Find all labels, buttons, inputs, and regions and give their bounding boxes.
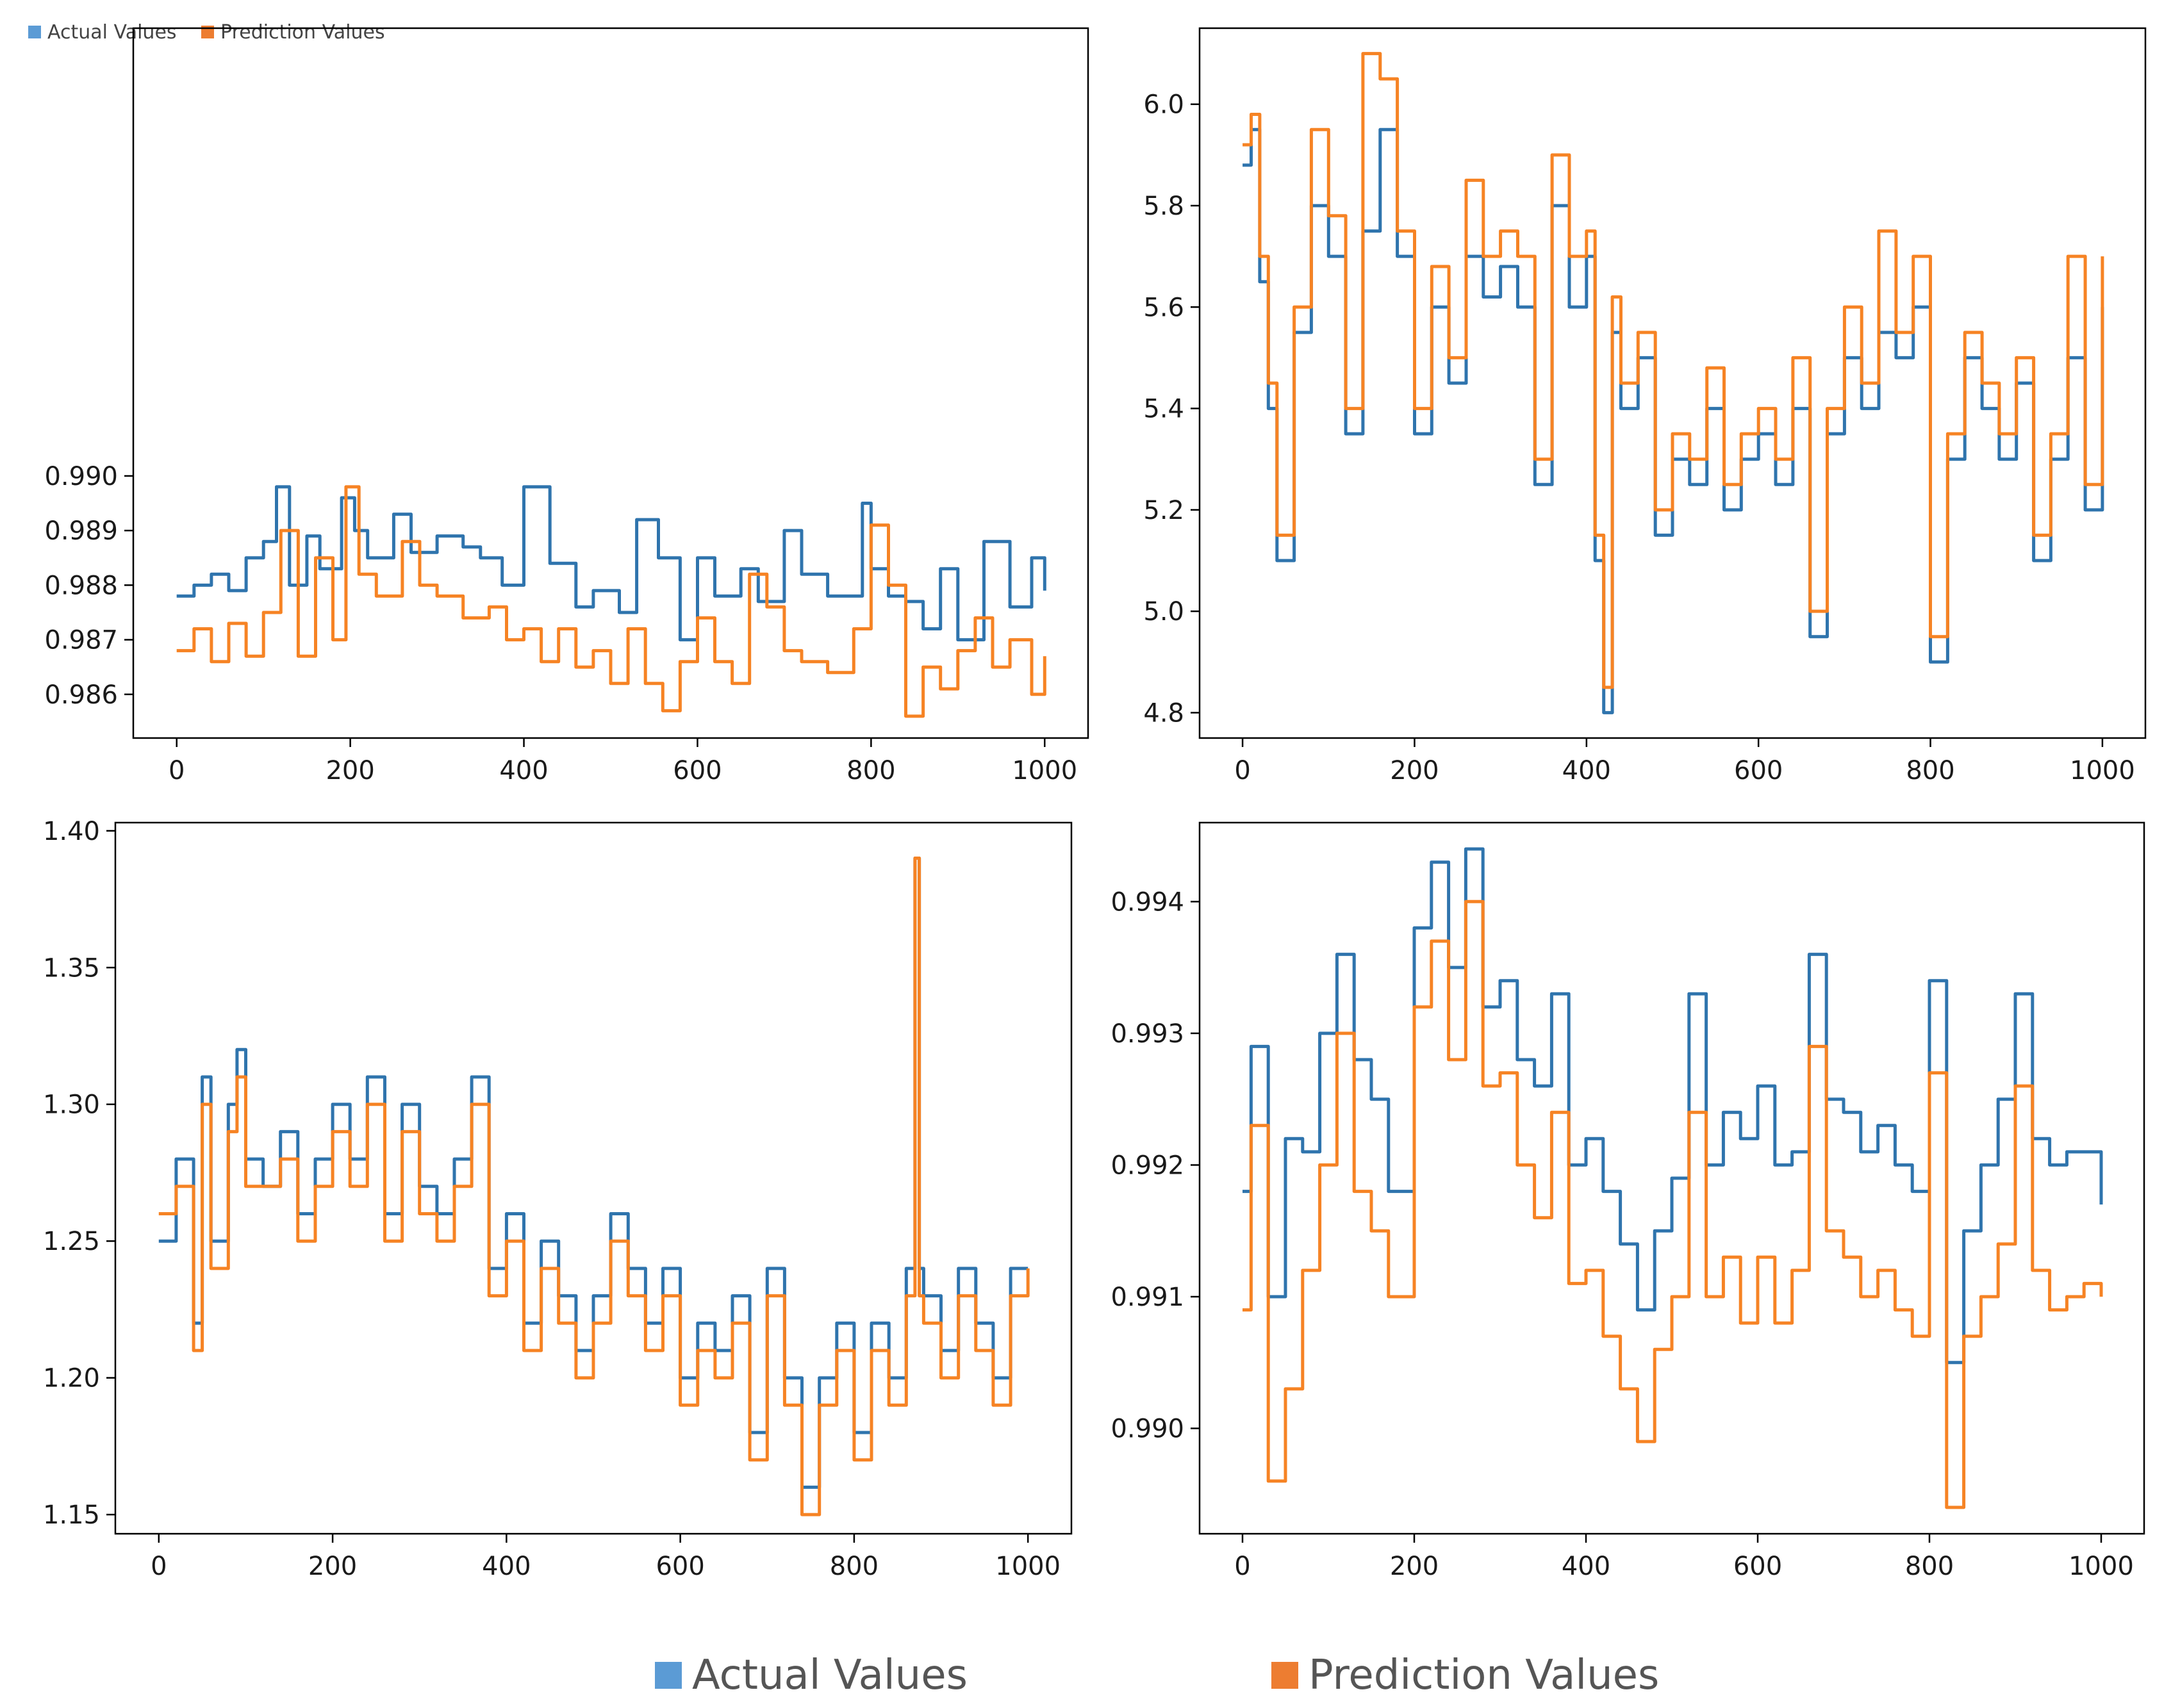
- x-tick-label: 800: [1906, 756, 1954, 785]
- axes-frame: [132, 27, 1089, 739]
- x-tick-label: 800: [1905, 1552, 1954, 1581]
- x-tick-label: 0: [169, 756, 185, 785]
- y-tick-label: 1.40: [43, 817, 100, 846]
- axes-frame: [1198, 27, 2147, 739]
- y-tick-label: 1.15: [43, 1500, 100, 1530]
- y-tick-label: 6.0: [1143, 90, 1184, 120]
- legend-prediction-swatch: [1271, 1662, 1298, 1689]
- plots: 0 200 400 600 800 1000 0.986 0.987 0.988 0.989 0.9…: [43, 27, 2147, 1581]
- x-tick-label: 200: [326, 756, 374, 785]
- y-tick-label: 0.990: [1111, 1415, 1184, 1444]
- x-tick-label: 0: [1234, 756, 1250, 785]
- chart-top-right: 0 200 400 600 800 1000 4.8 5.0 5.2 5.4 5.6 5.8 6.0: [1143, 27, 2147, 785]
- y-tick-label: 0.989: [44, 516, 118, 546]
- x-tick-label: 600: [673, 756, 722, 785]
- legend-prediction-label: Prediction Values: [1309, 1652, 1659, 1699]
- x-tick-label: 200: [1390, 1552, 1439, 1581]
- y-tick-label: 0.987: [44, 626, 118, 655]
- x-tick-label: 400: [1562, 1552, 1610, 1581]
- y-tick-label: 0.988: [44, 571, 118, 600]
- x-tick-label: 0: [151, 1552, 167, 1581]
- y-tick-label: 1.20: [43, 1364, 100, 1393]
- legend-small-actual-label: Actual Values: [47, 21, 177, 44]
- x-tick-label: 600: [1734, 756, 1783, 785]
- chart-bottom-left: 0 200 400 600 800 1000 1.15 1.20 1.25 1.30 1.35 1.4…: [43, 817, 1073, 1581]
- axes-frame: [114, 821, 1073, 1535]
- y-tick-label: 5.2: [1143, 496, 1184, 525]
- x-tick-label: 800: [846, 756, 895, 785]
- legend-actual-label: Actual Values: [692, 1652, 968, 1699]
- y-tick-label: 4.8: [1143, 698, 1184, 728]
- y-tick-label: 0.992: [1111, 1151, 1184, 1180]
- x-tick-label: 400: [1562, 756, 1611, 785]
- x-tick-label: 200: [1390, 756, 1439, 785]
- x-tick-label: 400: [499, 756, 548, 785]
- legend-actual-swatch: [655, 1662, 682, 1689]
- chart-bottom-right: 0 200 400 600 800 1000 0.990 0.991 0.992 0.993 0.9…: [1111, 821, 2145, 1581]
- x-tick-label: 600: [1733, 1552, 1782, 1581]
- legend-main: Actual Values Prediction Values: [655, 1652, 1659, 1699]
- x-tick-label: 1000: [2070, 756, 2135, 785]
- y-tick-label: 1.35: [43, 953, 100, 983]
- x-tick-label: 600: [656, 1552, 704, 1581]
- x-tick-label: 1000: [2069, 1552, 2134, 1581]
- x-tick-label: 400: [482, 1552, 531, 1581]
- y-tick-label: 0.990: [44, 462, 118, 491]
- y-tick-label: 0.991: [1111, 1283, 1184, 1312]
- x-tick-label: 800: [830, 1552, 879, 1581]
- series-line-prediction: [158, 857, 1030, 1516]
- axes-frame: [1198, 821, 2145, 1535]
- legend-small-actual-swatch: [28, 26, 41, 38]
- x-tick-label: 0: [1234, 1552, 1250, 1581]
- y-tick-label: 5.0: [1143, 597, 1184, 627]
- x-tick-label: 200: [308, 1552, 357, 1581]
- legend-small-prediction-label: Prediction Values: [220, 21, 385, 44]
- y-tick-label: 1.30: [43, 1090, 100, 1120]
- y-tick-label: 1.25: [43, 1227, 100, 1256]
- y-tick-label: 0.993: [1111, 1019, 1184, 1049]
- y-tick-label: 5.6: [1143, 293, 1184, 322]
- chart-top-left: 0 200 400 600 800 1000 0.986 0.987 0.988 0.989 0.9…: [44, 27, 1089, 785]
- x-tick-label: 1000: [995, 1552, 1061, 1581]
- y-tick-label: 5.8: [1143, 192, 1184, 221]
- y-tick-label: 0.994: [1111, 887, 1184, 917]
- y-tick-label: 0.986: [44, 680, 118, 710]
- x-tick-label: 1000: [1012, 756, 1077, 785]
- y-tick-label: 5.4: [1143, 395, 1184, 424]
- series-line-actual: [1243, 847, 2103, 1365]
